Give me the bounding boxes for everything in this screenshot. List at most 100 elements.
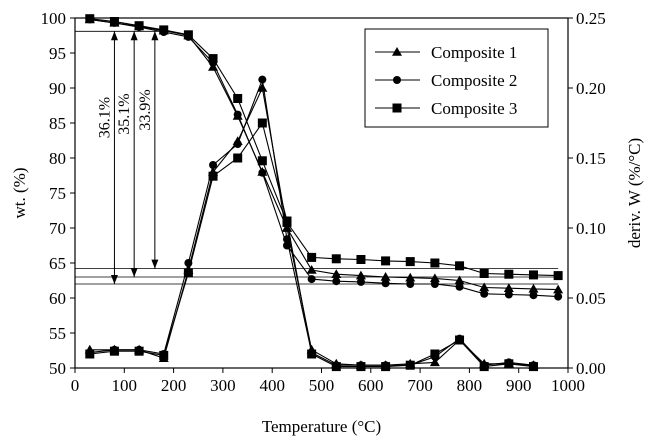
x-tick-label: 400 [259,376,285,395]
data-point [504,269,514,279]
data-point [356,362,366,372]
data-point [430,349,440,359]
y-tick-label: 55 [49,324,66,343]
data-point [282,216,292,226]
data-point [85,349,95,359]
data-point [528,283,539,293]
series-layer [84,14,564,372]
legend-marker [392,103,402,113]
x-tick-label: 300 [210,376,236,395]
data-point [528,362,538,372]
arrowhead-up [130,31,138,41]
arrowhead-down [130,268,138,277]
annotations: 36.1% 35.1% 33.9% [75,30,559,285]
axes: 0 100 200 300 400 500 600 700 800 900 1000 50 55 60 65… [10,9,644,436]
x-tick-label: 100 [112,376,138,395]
data-point [208,171,218,181]
data-point [159,25,169,35]
data-point [405,257,415,267]
data-point [553,284,564,294]
data-point [429,273,440,283]
data-point [381,279,390,288]
series-line [89,86,534,366]
y-tick-label: 50 [49,359,66,378]
data-point [307,275,316,284]
x-tick-label: 800 [457,376,483,395]
data-point [430,258,440,268]
data-point [503,283,514,292]
data-point [430,280,439,288]
x-axis-title: Temperature (°C) [262,417,381,436]
data-point [233,110,242,119]
data-point [159,350,169,360]
y2-tick-label: 0.25 [576,9,606,28]
data-point [282,235,291,244]
data-point [455,261,465,271]
data-point [553,271,563,281]
y-tick-label: 95 [49,44,66,63]
weight-loss-label: 35.1% [116,93,133,134]
data-point [356,255,366,264]
data-point [307,252,317,262]
data-point [281,223,292,232]
data-point [331,362,341,372]
legend-marker [393,76,401,84]
y2-tick-label: 0.15 [576,149,606,168]
y2-axis-title: deriv. W (%/°C) [625,138,644,248]
data-point [479,282,490,292]
data-point [109,17,119,26]
data-point [405,360,415,370]
arrowhead-down [151,259,159,269]
data-point [455,282,464,291]
data-point [554,292,563,301]
data-point [454,275,465,285]
y-tick-label: 100 [41,9,67,28]
data-point [257,83,268,92]
y-tick-label: 75 [49,184,66,203]
x-tick-label: 1000 [551,376,585,395]
data-point [356,277,365,286]
data-point [479,269,489,278]
x-tick-label: 200 [161,376,187,395]
data-point [331,269,342,278]
weight-loss-label: 36.1% [96,97,113,138]
x-tick-label: 600 [358,376,384,395]
data-point [257,156,267,166]
legend-label: Composite 2 [431,71,517,90]
series-line [89,121,534,368]
data-point [479,362,489,372]
y-tick-label: 70 [49,219,66,238]
data-point [233,140,242,148]
data-point [529,291,538,300]
data-point [332,277,341,286]
data-point [258,168,267,177]
x-tick-label: 700 [407,376,433,395]
series-6 [85,118,538,372]
y-tick-label: 60 [49,289,66,308]
data-point [429,357,440,367]
data-point [209,161,218,169]
data-point [183,30,193,40]
data-point [355,270,366,280]
y2-tick-label: 0.10 [576,219,606,238]
data-point [208,54,218,64]
y-tick-label: 80 [49,149,66,168]
data-point [455,335,465,345]
data-point [183,268,193,278]
data-point [257,118,267,128]
data-point [405,272,416,282]
data-point [233,94,243,103]
y2-tick-label: 0.05 [576,289,606,308]
data-point [504,290,513,299]
data-point [480,289,489,298]
x-tick-label: 500 [309,376,335,395]
x-tick-label: 900 [506,376,532,395]
y-tick-label: 85 [49,114,66,133]
data-point [504,359,514,369]
x-tick-label: 0 [71,376,80,395]
y2-tick-label: 0.00 [576,359,606,378]
arrowhead-up [151,31,159,41]
data-point [233,153,243,163]
y-tick-label: 65 [49,254,66,273]
